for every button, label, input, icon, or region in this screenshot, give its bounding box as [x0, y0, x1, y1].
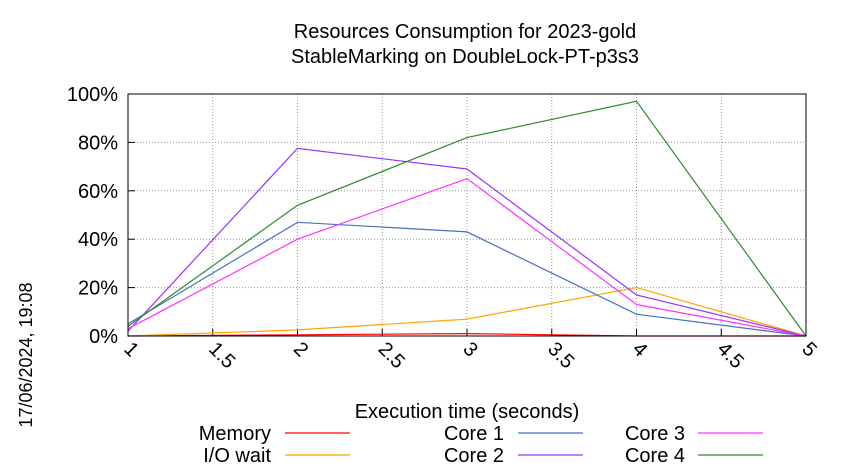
series-line-core-2 — [127, 147, 807, 337]
grid-lines — [127, 93, 807, 337]
x-tick-labels: 1 1.5 2 2.5 3 3.5 4 4.5 5 — [119, 338, 820, 373]
legend-label: Core 2 — [444, 445, 504, 467]
y-tick-label: 60% — [78, 181, 118, 203]
legend-label: I/O wait — [203, 445, 271, 467]
legend-label: Core 4 — [625, 445, 685, 467]
legend-label: Memory — [199, 423, 271, 445]
x-axis-label: Execution time (seconds) — [355, 401, 580, 423]
x-tick-label: 3.5 — [543, 338, 578, 373]
x-tick-label: 2.5 — [374, 338, 409, 373]
chart-title: Resources Consumption for 2023-gold — [294, 21, 636, 43]
series-lines — [127, 100, 807, 337]
y-tick-label: 20% — [78, 278, 118, 300]
chart-subtitle: StableMarking on DoubleLock-PT-p3s3 — [291, 46, 639, 68]
x-tick-label: 1.5 — [204, 338, 239, 373]
x-tick-label: 5 — [797, 338, 820, 361]
y-tick-label: 0% — [89, 326, 118, 348]
plot-frame — [127, 93, 807, 337]
x-tick-label: 3 — [458, 338, 481, 361]
timestamp-label: 17/06/2024, 19:08 — [16, 282, 36, 427]
x-tick-label: 1 — [119, 338, 142, 361]
y-tick-label: 80% — [78, 132, 118, 154]
x-tick-label: 4 — [628, 338, 651, 361]
series-line-core-1 — [127, 221, 807, 337]
legend-label: Core 1 — [444, 423, 504, 445]
y-tick-label: 40% — [78, 229, 118, 251]
legend-label: Core 3 — [625, 423, 685, 445]
series-line-core-4 — [127, 100, 807, 337]
x-tick-label: 4.5 — [713, 338, 748, 373]
y-tick-label: 100% — [67, 84, 118, 106]
series-line-core-3 — [127, 178, 807, 337]
x-tick-label: 2 — [289, 338, 312, 361]
series-line-i-o-wait — [127, 286, 807, 337]
y-tick-labels: 0% 20% 40% 60% 80% 100% — [67, 84, 118, 348]
